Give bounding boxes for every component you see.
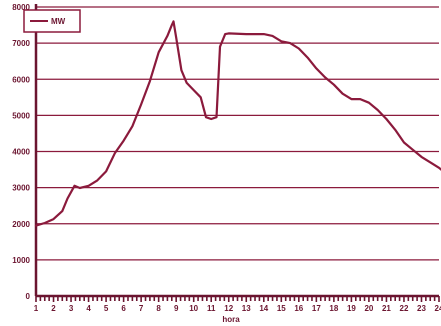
legend-label: MW: [51, 17, 66, 26]
y-tick-label: 3000: [12, 184, 30, 193]
x-tick-label: 8: [156, 304, 161, 313]
y-tick-label: 4000: [12, 148, 30, 157]
x-tick-label: 23: [417, 304, 426, 313]
x-tick-label: 3: [69, 304, 74, 313]
y-tick-label: 8000: [12, 3, 30, 12]
x-axis: 123456789101112131415161718192021222324: [34, 294, 441, 313]
x-tick-label: 14: [259, 304, 268, 313]
x-tick-label: 5: [104, 304, 109, 313]
x-tick-label: 9: [174, 304, 179, 313]
y-tick-label: 0: [26, 292, 31, 301]
x-tick-label: 6: [121, 304, 126, 313]
x-tick-label: 7: [139, 304, 144, 313]
x-tick-label: 19: [347, 304, 356, 313]
series-group: [34, 20, 441, 227]
legend-box: [23, 9, 81, 33]
x-tick-label: 17: [312, 304, 321, 313]
gridlines: [36, 6, 439, 261]
y-axis: 0 1000 2000 3000 4000 5000 6000 7000 8000: [12, 3, 38, 301]
x-tick-label: 1: [34, 304, 39, 313]
x-tick-label: 21: [382, 304, 391, 313]
x-tick-label: 22: [400, 304, 409, 313]
x-tick-label: 24: [435, 304, 441, 313]
x-tick-label: 2: [51, 304, 56, 313]
x-tick-label: 12: [224, 304, 233, 313]
x-axis-title: hora: [222, 315, 240, 324]
y-tick-label: 2000: [12, 220, 30, 229]
x-tick-label: 4: [86, 304, 91, 313]
x-tick-label: 20: [364, 304, 373, 313]
x-tick-label: 16: [294, 304, 303, 313]
x-tick-label: 11: [207, 304, 216, 313]
series-line: [34, 20, 441, 227]
y-tick-label: 5000: [12, 111, 30, 120]
x-tick-label: 15: [277, 304, 286, 313]
x-tick-label: 18: [329, 304, 338, 313]
x-tick-label: 10: [189, 304, 198, 313]
y-tick-label: 1000: [12, 256, 30, 265]
y-tick-label: 7000: [12, 39, 30, 48]
legend: MW: [23, 9, 81, 33]
y-tick-label: 6000: [12, 75, 30, 84]
x-tick-label: 13: [242, 304, 251, 313]
